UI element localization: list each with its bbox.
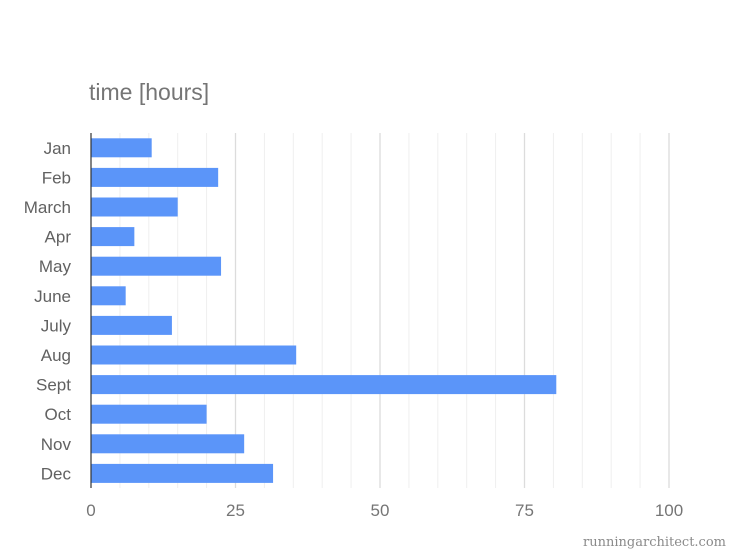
category-label: June — [34, 287, 71, 306]
category-label: July — [41, 316, 72, 335]
x-tick-labels: 0 25 50 75 100 — [86, 501, 683, 520]
bar — [91, 463, 274, 483]
category-label: Sept — [36, 376, 71, 395]
bar — [91, 227, 135, 247]
x-tick-label: 75 — [515, 501, 534, 520]
gridlines — [119, 133, 670, 488]
category-label: Apr — [45, 228, 72, 247]
bar — [91, 286, 126, 306]
bars — [91, 138, 557, 483]
bar — [91, 375, 557, 395]
category-label: March — [24, 198, 71, 217]
x-tick-label: 25 — [226, 501, 245, 520]
category-label: Feb — [42, 168, 71, 187]
bar — [91, 138, 152, 158]
x-tick-label: 0 — [86, 501, 95, 520]
category-label: Jan — [44, 139, 71, 158]
bar — [91, 434, 245, 454]
watermark: runningarchitect.com — [583, 535, 726, 550]
x-tick-label: 100 — [655, 501, 683, 520]
category-label: Aug — [41, 346, 71, 365]
chart-title: time [hours] — [89, 79, 209, 105]
bar — [91, 197, 178, 217]
category-label: Dec — [41, 464, 72, 483]
bar — [91, 167, 219, 187]
category-label: Oct — [45, 405, 72, 424]
bar — [91, 404, 207, 424]
bar — [91, 315, 172, 335]
category-label: Nov — [41, 435, 72, 454]
bar — [91, 256, 222, 276]
category-labels: Jan Feb March Apr May June July Aug Sept Oct Nov De… — [24, 139, 72, 484]
bar — [91, 345, 297, 365]
x-tick-label: 50 — [371, 501, 390, 520]
category-label: May — [39, 257, 72, 276]
